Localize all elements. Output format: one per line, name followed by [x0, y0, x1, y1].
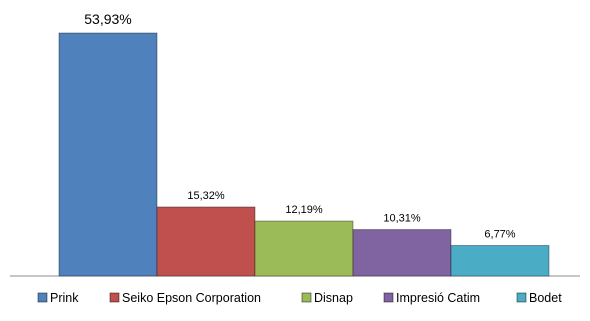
data-label-4: 6,77%	[484, 228, 515, 240]
legend-swatch-0	[37, 292, 48, 303]
legend-label-0: Prink	[50, 291, 79, 305]
bar-4	[450, 244, 550, 277]
legend-label-4: Bodet	[529, 291, 562, 305]
legend-swatch-2	[301, 292, 312, 303]
data-label-1: 15,32%	[187, 190, 225, 202]
data-label-2: 12,19%	[285, 204, 323, 216]
bar-3	[352, 229, 452, 277]
bars-group	[58, 32, 550, 277]
data-label-0: 53,93%	[84, 11, 131, 27]
legend-swatch-4	[516, 292, 527, 303]
data-label-3: 10,31%	[383, 213, 421, 225]
data-labels-group: 53,93% 15,32% 12,19% 10,31% 6,77%	[84, 11, 516, 240]
bar-2	[254, 220, 354, 277]
legend-swatch-1	[109, 292, 120, 303]
legend: Prink Seiko Epson Corporation Disnap Impres…	[37, 291, 562, 305]
legend-swatch-3	[383, 292, 394, 303]
bar-1	[156, 206, 256, 277]
bar-0	[58, 32, 158, 277]
legend-label-1: Seiko Epson Corporation	[122, 291, 261, 305]
legend-label-2: Disnap	[314, 291, 353, 305]
legend-label-3: Impresió Catim	[396, 291, 480, 305]
